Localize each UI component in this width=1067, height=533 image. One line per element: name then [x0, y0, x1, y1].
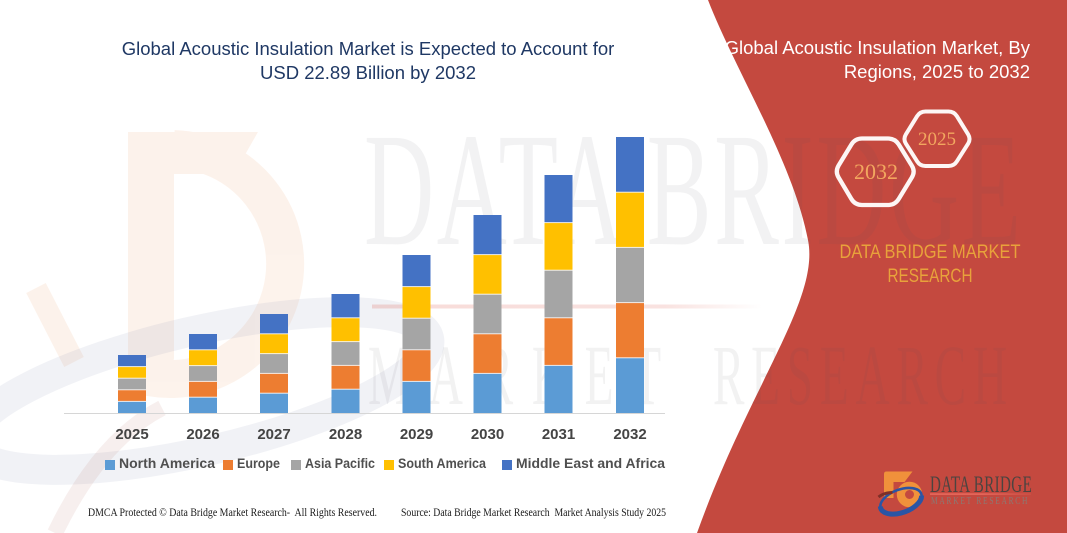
svg-text:2030: 2030	[471, 426, 504, 443]
svg-text:2031: 2031	[542, 426, 575, 443]
svg-text:MARKET RESEARCH: MARKET RESEARCH	[931, 495, 1030, 506]
svg-text:Asia Pacific: Asia Pacific	[305, 456, 375, 471]
svg-text:Europe: Europe	[237, 456, 280, 471]
svg-text:North America: North America	[119, 456, 216, 471]
svg-text:2032: 2032	[854, 159, 898, 184]
svg-text:2028: 2028	[329, 426, 362, 443]
svg-text:DATA BRIDGE MARKET: DATA BRIDGE MARKET	[840, 242, 1021, 263]
svg-text:RESEARCH: RESEARCH	[888, 266, 973, 287]
svg-text:Source: Data Bridge Market Res: Source: Data Bridge Market Research Mark…	[401, 507, 666, 519]
svg-text:2025: 2025	[115, 426, 148, 443]
svg-text:USD 22.89 Billion by 2032: USD 22.89 Billion by 2032	[260, 62, 476, 83]
svg-text:2025: 2025	[918, 129, 956, 150]
svg-text:2029: 2029	[400, 426, 433, 443]
svg-text:2026: 2026	[186, 426, 219, 443]
svg-text:2027: 2027	[257, 426, 290, 443]
svg-text:Global Acoustic Insulation Mar: Global Acoustic Insulation Market, By	[725, 37, 1031, 58]
svg-text:Regions, 2025 to 2032: Regions, 2025 to 2032	[844, 61, 1030, 82]
svg-text:RESEARCH: RESEARCH	[713, 328, 1007, 423]
svg-text:DMCA Protected © Data Bridge M: DMCA Protected © Data Bridge Market Rese…	[88, 507, 377, 519]
svg-text:Middle East and Africa: Middle East and Africa	[516, 456, 666, 471]
svg-text:Global Acoustic Insulation Mar: Global Acoustic Insulation Market is Exp…	[122, 38, 615, 59]
svg-text:2032: 2032	[613, 426, 646, 443]
svg-text:South America: South America	[398, 456, 486, 471]
